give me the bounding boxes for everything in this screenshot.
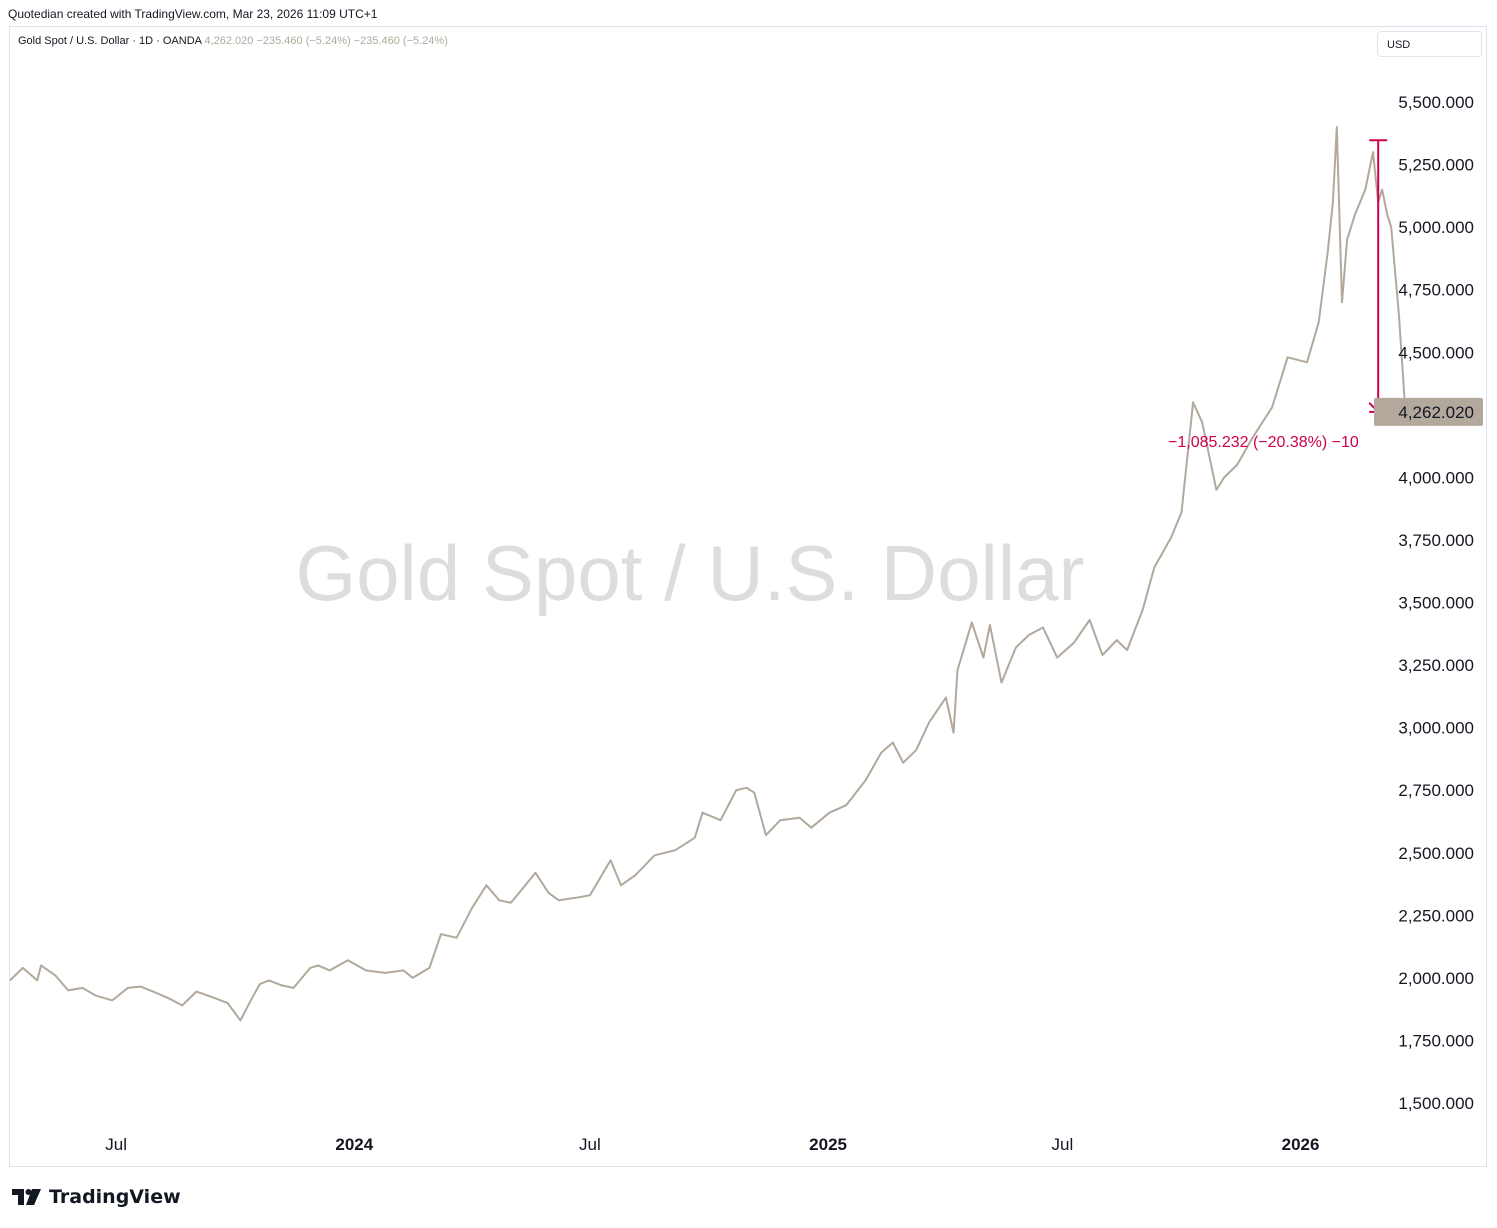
x-tick-label: 2025 bbox=[809, 1135, 847, 1154]
x-tick-label: Jul bbox=[1052, 1135, 1074, 1154]
y-tick-label: 2,750.000 bbox=[1398, 781, 1474, 800]
y-tick-label: 3,750.000 bbox=[1398, 531, 1474, 550]
y-tick-label: 3,250.000 bbox=[1398, 656, 1474, 675]
price-axis[interactable]: 1,500.000 1,750.000 2,000.000 2,250.000 2,50… bbox=[1398, 93, 1474, 1113]
y-tick-label: 1,750.000 bbox=[1398, 1031, 1474, 1050]
y-tick-label: 3,500.000 bbox=[1398, 594, 1474, 613]
y-tick-label: 4,500.000 bbox=[1398, 343, 1474, 362]
tradingview-logo-icon bbox=[12, 1189, 41, 1205]
y-tick-label: 1,500.000 bbox=[1398, 1094, 1474, 1113]
y-tick-label: 2,250.000 bbox=[1398, 906, 1474, 925]
last-price-text: 4,262.020 bbox=[1398, 403, 1474, 422]
last-price-badge bbox=[1374, 397, 1483, 426]
y-tick-label: 3,000.000 bbox=[1398, 719, 1474, 738]
y-tick-label: 5,500.000 bbox=[1398, 93, 1474, 112]
created-with-caption: Quotedian created with TradingView.com, … bbox=[8, 7, 378, 21]
y-tick-label: 2,000.000 bbox=[1398, 969, 1474, 988]
price-line bbox=[9, 126, 1407, 1022]
symbol-title: Gold Spot / U.S. Dollar · 1D · OANDA bbox=[18, 35, 202, 47]
symbol-legend[interactable]: Gold Spot / U.S. Dollar · 1D · OANDA 4,2… bbox=[18, 35, 448, 47]
measure-tool[interactable]: −1,085.232 (−20.38%) −10 bbox=[1168, 139, 1388, 454]
y-tick-label: 4,000.000 bbox=[1398, 468, 1474, 487]
chart-pane[interactable] bbox=[9, 26, 1487, 1167]
y-tick-label: 2,500.000 bbox=[1398, 844, 1474, 863]
y-tick-label: 4,750.000 bbox=[1398, 281, 1474, 300]
x-tick-label: 2024 bbox=[335, 1135, 373, 1154]
measure-label: −1,085.232 (−20.38%) −10 bbox=[1168, 434, 1359, 451]
y-tick-label: 5,000.000 bbox=[1398, 218, 1474, 237]
x-tick-label: Jul bbox=[105, 1135, 127, 1154]
x-tick-label: Jul bbox=[579, 1135, 601, 1154]
measure-label-clip bbox=[1374, 429, 1384, 454]
symbol-watermark: Gold Spot / U.S. Dollar bbox=[296, 529, 1085, 617]
last-price-label: 4,262.020 bbox=[1374, 397, 1483, 426]
currency-button[interactable]: USD bbox=[1377, 31, 1482, 57]
x-tick-label: 2026 bbox=[1282, 1135, 1320, 1154]
y-tick-label: 5,250.000 bbox=[1398, 156, 1474, 175]
tradingview-wordmark: TradingView bbox=[49, 1186, 181, 1208]
legend-values: 4,262.020 −235.460 (−5.24%) −235.460 (−5… bbox=[204, 35, 448, 47]
tradingview-logo[interactable]: TradingView bbox=[12, 1186, 181, 1208]
time-axis[interactable]: Jul 2024 Jul 2025 Jul 2026 bbox=[105, 1135, 1319, 1154]
